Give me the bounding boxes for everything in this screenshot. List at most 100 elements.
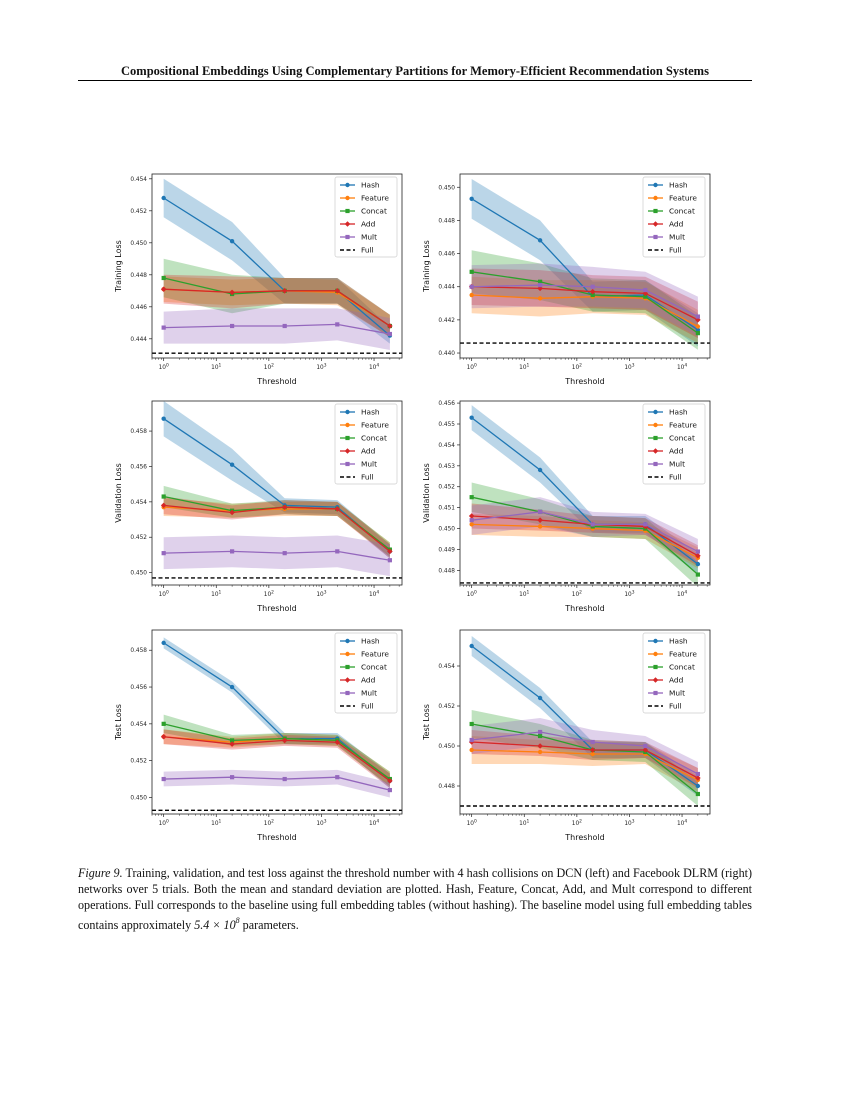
std-band-concat bbox=[163, 714, 390, 787]
legend-label-hash: Hash bbox=[669, 637, 688, 646]
data-point-mult bbox=[282, 551, 287, 556]
data-point-add bbox=[387, 548, 393, 555]
data-point-concat bbox=[590, 292, 595, 298]
data-point-mult bbox=[161, 325, 166, 330]
plot-area bbox=[460, 636, 710, 807]
legend-marker-concat bbox=[345, 208, 350, 214]
y-tick-label: 0.450 bbox=[130, 241, 147, 247]
plot-frame bbox=[459, 629, 711, 815]
data-point-add bbox=[334, 288, 341, 294]
header-rule bbox=[78, 80, 752, 81]
x-axis-label: Threshold bbox=[256, 377, 296, 386]
data-point-mult bbox=[537, 509, 543, 514]
x-tick-label: 104 bbox=[677, 590, 687, 599]
x-tick-exponent: 2 bbox=[271, 819, 274, 825]
data-point-mult bbox=[469, 737, 474, 743]
y-tick-label: 0.458 bbox=[130, 648, 147, 654]
y-tick-label: 0.455 bbox=[438, 422, 455, 428]
legend: Hash Feature Concat Add Mult Full bbox=[642, 403, 706, 485]
data-point-mult bbox=[335, 775, 340, 780]
legend-label-feature: Feature bbox=[361, 194, 389, 203]
std-band-mult bbox=[163, 769, 390, 798]
y-axis-label: Training Loss bbox=[422, 240, 431, 293]
x-axis-label: Threshold bbox=[256, 833, 296, 842]
std-band-hash bbox=[163, 637, 390, 789]
legend-marker-hash bbox=[345, 638, 350, 644]
x-tick-label: 103 bbox=[316, 363, 326, 372]
x-tick-exponent: 1 bbox=[527, 819, 530, 825]
data-point-add bbox=[160, 286, 167, 292]
data-point-mult bbox=[469, 284, 474, 289]
y-tick-label: 0.450 bbox=[438, 527, 455, 533]
std-band-feature bbox=[163, 729, 390, 787]
legend-label-full: Full bbox=[669, 246, 682, 255]
data-point-mult bbox=[537, 282, 543, 288]
data-point-concat bbox=[161, 275, 166, 281]
legend-label-mult: Mult bbox=[669, 460, 685, 469]
plot-area bbox=[460, 178, 710, 350]
legend-marker-hash bbox=[345, 182, 350, 188]
std-band-add bbox=[163, 729, 390, 789]
legend-marker-mult bbox=[653, 690, 658, 696]
y-tick-label: 0.446 bbox=[438, 252, 455, 258]
legend-marker-feature bbox=[345, 651, 350, 657]
x-tick-exponent: 2 bbox=[271, 590, 274, 596]
data-point-mult bbox=[387, 558, 392, 563]
legend-marker-feature bbox=[345, 422, 350, 428]
x-tick-label: 104 bbox=[369, 363, 379, 372]
data-point-add bbox=[695, 775, 701, 781]
data-point-mult bbox=[335, 322, 340, 327]
data-point-mult bbox=[335, 549, 340, 554]
data-point-add bbox=[229, 741, 235, 747]
data-point-concat bbox=[695, 572, 700, 577]
y-axis-label: Validation Loss bbox=[422, 463, 431, 523]
std-band-concat bbox=[471, 482, 698, 585]
y-tick-label: 0.452 bbox=[130, 759, 147, 765]
x-tick-label: 100 bbox=[467, 590, 477, 599]
data-point-hash bbox=[161, 195, 166, 201]
x-tick-exponent: 0 bbox=[474, 363, 477, 369]
data-point-feature bbox=[695, 324, 701, 329]
x-tick-label: 103 bbox=[624, 819, 634, 828]
legend-marker-hash bbox=[653, 182, 658, 188]
y-tick-label: 0.448 bbox=[438, 218, 455, 224]
legend-marker-feature bbox=[653, 422, 658, 428]
plot-frame bbox=[151, 400, 403, 586]
x-tick-label: 104 bbox=[677, 819, 687, 828]
figure-caption: Figure 9. Training, validation, and test… bbox=[78, 865, 752, 933]
x-tick-label: 100 bbox=[467, 363, 477, 372]
data-point-add bbox=[537, 517, 543, 523]
x-tick-exponent: 3 bbox=[632, 590, 635, 596]
legend-marker-add bbox=[344, 221, 351, 227]
x-tick-exponent: 3 bbox=[324, 363, 327, 369]
std-band-feature bbox=[471, 513, 698, 569]
x-tick-label: 103 bbox=[316, 819, 326, 828]
data-point-feature bbox=[469, 522, 474, 527]
legend-label-full: Full bbox=[361, 702, 374, 711]
legend-label-add: Add bbox=[361, 676, 376, 685]
legend-label-feature: Feature bbox=[669, 194, 697, 203]
legend-label-mult: Mult bbox=[361, 233, 377, 242]
y-tick-label: 0.456 bbox=[130, 685, 147, 691]
data-point-mult bbox=[282, 776, 287, 782]
plot-frame bbox=[459, 173, 711, 359]
x-tick-label: 100 bbox=[159, 590, 169, 599]
caption-text: Training, validation, and test loss agai… bbox=[78, 866, 752, 932]
legend-label-concat: Concat bbox=[361, 663, 387, 672]
y-tick-label: 0.454 bbox=[130, 500, 147, 506]
data-point-concat bbox=[695, 331, 700, 336]
legend-label-hash: Hash bbox=[361, 637, 380, 646]
legend-label-hash: Hash bbox=[361, 181, 380, 190]
x-tick-label: 101 bbox=[519, 819, 529, 828]
x-axis-label: Threshold bbox=[564, 377, 604, 386]
data-point-hash bbox=[161, 416, 166, 421]
legend-label-concat: Concat bbox=[361, 434, 387, 443]
legend-marker-concat bbox=[653, 664, 658, 670]
legend-label-hash: Hash bbox=[361, 408, 380, 417]
y-tick-label: 0.450 bbox=[438, 185, 455, 191]
data-point-mult bbox=[229, 549, 235, 554]
data-point-feature bbox=[469, 292, 474, 298]
